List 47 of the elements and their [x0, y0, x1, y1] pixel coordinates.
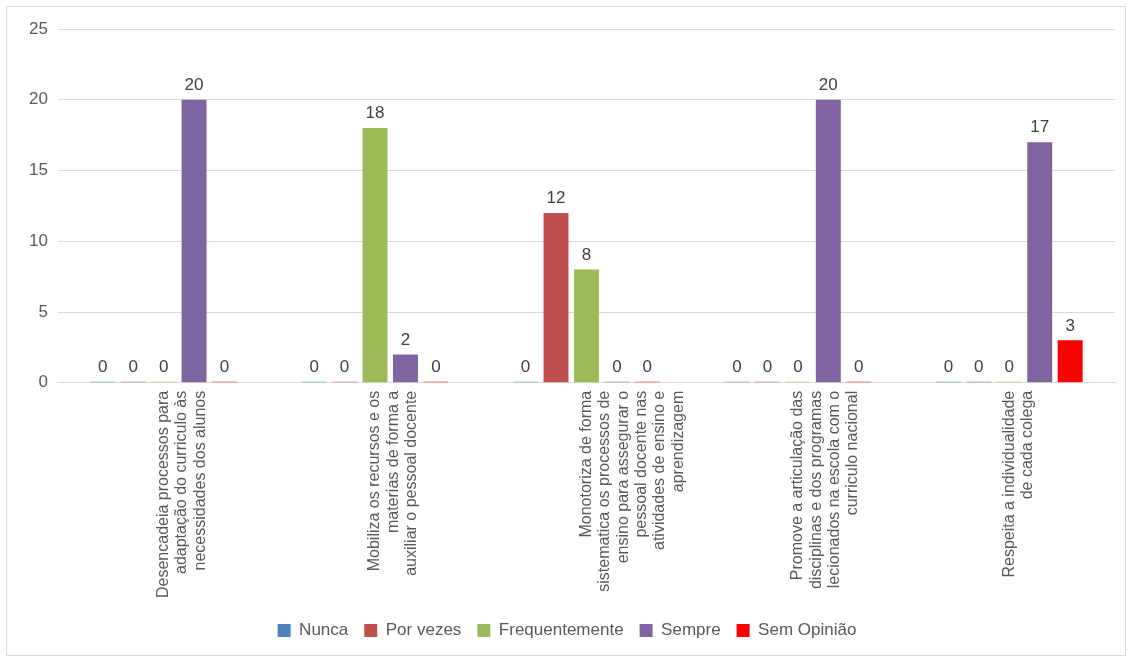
data-label: 20: [818, 74, 838, 94]
bar: [1057, 340, 1083, 383]
legend-label: Nunca: [299, 620, 349, 640]
data-label: 0: [219, 356, 230, 376]
data-label: 0: [793, 356, 803, 376]
data-label: 0: [339, 356, 350, 376]
x-tick-label: Monotoriza de forma sistematica os processos de ensino para assegurar o pessoal docente nas atividades de ensino e aprendizagem: [576, 390, 686, 592]
data-label: 3: [1065, 315, 1075, 335]
bar: [362, 128, 388, 383]
data-label: 8: [581, 244, 592, 264]
data-label: 17: [1030, 117, 1050, 137]
bar: [181, 99, 207, 383]
bar: [1027, 142, 1053, 383]
data-label: 12: [546, 188, 566, 208]
data-label: 0: [854, 356, 864, 376]
data-label: 0: [128, 356, 138, 376]
data-label: 0: [520, 356, 531, 376]
bar: [815, 99, 841, 383]
data-label: 0: [762, 356, 773, 376]
data-label: 0: [98, 356, 108, 376]
bar: [573, 269, 599, 383]
data-label: 0: [732, 356, 742, 376]
data-label: 0: [943, 356, 954, 376]
legend-label: Frequentemente: [498, 620, 624, 640]
data-label: 0: [431, 356, 441, 376]
y-tick-label: 15: [28, 160, 48, 180]
data-label: 0: [1004, 356, 1015, 376]
bar: [543, 212, 569, 383]
data-label: 0: [974, 356, 984, 376]
y-tick-label: 25: [28, 18, 48, 38]
data-label: 20: [184, 74, 204, 94]
data-label: 0: [612, 356, 622, 376]
x-tick-label: Desencadeia processos para adaptação do curriculo às necessidades dos alunos: [154, 390, 208, 598]
y-tick-label: 0: [38, 372, 48, 392]
data-label: 0: [642, 356, 653, 376]
y-tick-label: 10: [28, 230, 48, 250]
data-label: 0: [158, 356, 169, 376]
y-tick-label: 5: [38, 301, 48, 321]
data-label: 2: [400, 329, 411, 349]
legend-label: Por vezes: [385, 620, 462, 640]
data-label: 18: [365, 103, 385, 123]
legend-label: Sempre: [661, 620, 721, 640]
bar: [393, 354, 418, 383]
y-tick-label: 20: [28, 89, 48, 109]
x-tick-label: Respeita a individualidade de cada colega: [999, 390, 1036, 578]
legend-label: Sem Opinião: [758, 620, 857, 640]
data-label: 0: [309, 356, 319, 376]
